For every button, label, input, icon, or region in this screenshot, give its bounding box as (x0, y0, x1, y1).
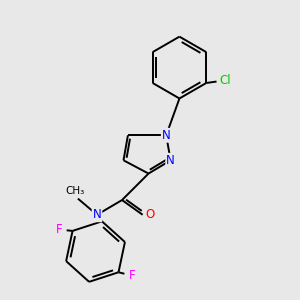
Text: F: F (128, 269, 135, 282)
Text: N: N (166, 154, 175, 167)
Text: O: O (146, 208, 154, 221)
Text: N: N (93, 208, 101, 221)
Text: N: N (162, 129, 171, 142)
Text: Cl: Cl (220, 74, 231, 87)
Text: F: F (56, 223, 63, 236)
Text: CH₃: CH₃ (65, 186, 85, 196)
